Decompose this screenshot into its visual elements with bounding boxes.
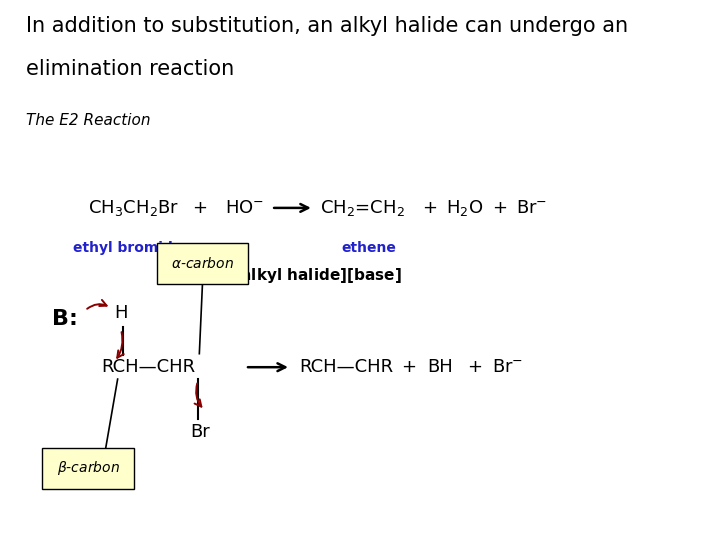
Text: RCH—CHR: RCH—CHR [102, 358, 195, 376]
Text: ethene: ethene [342, 241, 397, 255]
Text: Br$^{-}$: Br$^{-}$ [516, 199, 546, 217]
Text: HO$^{-}$: HO$^{-}$ [225, 199, 265, 217]
Text: H: H [114, 304, 128, 322]
FancyBboxPatch shape [157, 243, 248, 284]
Text: $+$: $+$ [192, 199, 207, 217]
Text: BH: BH [427, 358, 453, 376]
Text: In addition to substitution, an alkyl halide can undergo an: In addition to substitution, an alkyl ha… [26, 16, 629, 36]
Text: $+$: $+$ [467, 358, 482, 376]
Text: $+$: $+$ [492, 199, 508, 217]
Text: $\alpha$-carbon: $\alpha$-carbon [171, 256, 234, 271]
Text: rate $=$ $k$[alkyl halide][base]: rate $=$ $k$[alkyl halide][base] [160, 266, 402, 285]
Text: B:: B: [53, 308, 78, 329]
Text: $+$: $+$ [422, 199, 437, 217]
Text: Br: Br [190, 423, 210, 441]
Text: elimination reaction: elimination reaction [26, 59, 235, 79]
Text: The E2 Reaction: The E2 Reaction [26, 113, 150, 129]
Text: H$_2$O: H$_2$O [446, 198, 483, 218]
Text: $+$: $+$ [401, 358, 416, 376]
FancyBboxPatch shape [42, 448, 134, 489]
Text: ethyl bromide: ethyl bromide [73, 241, 182, 255]
Text: RCH—CHR: RCH—CHR [300, 358, 393, 376]
Text: Br$^{-}$: Br$^{-}$ [492, 358, 523, 376]
Text: CH$_3$CH$_2$Br: CH$_3$CH$_2$Br [89, 198, 179, 218]
Text: CH$_2$=CH$_2$: CH$_2$=CH$_2$ [320, 198, 405, 218]
Text: $\beta$-carbon: $\beta$-carbon [57, 460, 120, 477]
